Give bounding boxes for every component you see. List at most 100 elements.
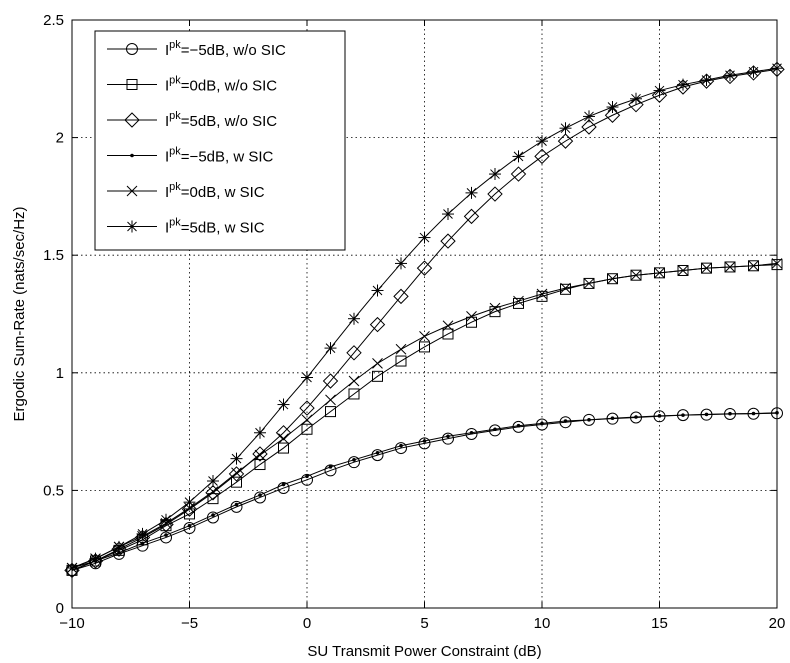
data-point [630,269,642,281]
data-point [442,328,454,340]
legend-entry: Ipk=5dB, w SIC [107,217,265,237]
data-point [536,288,548,300]
data-point [701,262,712,274]
data-point [299,400,315,416]
data-point [348,456,360,469]
data-point [231,467,242,479]
data-point [348,312,360,325]
data-point [700,73,713,86]
data-point [183,496,196,509]
data-point [140,541,145,546]
data-point [748,260,759,272]
data-point [372,370,383,382]
data-point [207,486,219,497]
legend-marker [124,112,140,128]
data-point [348,375,360,387]
data-point [352,458,356,462]
legend-label-sup: pk [169,146,181,158]
data-point [630,92,642,105]
data-point [395,355,407,367]
data-point [211,513,215,517]
data-point [348,388,360,400]
data-point [419,341,430,353]
data-point [371,449,384,462]
data-point [328,465,333,469]
data-point [205,485,221,501]
data-point [375,450,380,455]
data-point [399,443,403,448]
data-point [493,427,497,432]
data-point [487,186,503,202]
data-point [704,412,709,417]
data-point [563,419,568,423]
legend-entry: Ipk=5dB, w/o SIC [107,110,277,130]
data-point [536,290,548,302]
data-point [513,295,524,307]
data-point [510,166,527,182]
data-point [422,439,427,443]
data-point [747,65,760,78]
data-point [301,473,313,486]
data-point [724,261,736,273]
y-tick-label: 1.5 [43,247,64,264]
data-point [516,423,521,428]
data-point [681,413,685,417]
legend-label-base: I [165,220,169,237]
data-point [418,437,431,450]
legend-label: Ipk=0dB, w/o SIC [165,75,277,95]
data-point [277,398,290,411]
legend-label-base: I [165,113,169,130]
data-point [651,87,668,103]
legend-marker [126,185,138,197]
legend-label-sup: pk [169,110,181,122]
legend-label: Ipk=−5dB, w/o SIC [165,39,286,59]
data-point [393,288,409,305]
y-tick-label: 1 [56,365,64,382]
data-point [463,208,480,225]
data-point [442,432,454,445]
data-point [301,414,313,426]
data-point [587,418,591,422]
legend-label-base: I [165,42,169,59]
data-point [557,133,574,149]
axis-ticks: −10 −5 0 5 10 15 20 0 0.5 1 1.5 2 2.5 [43,12,785,632]
data-point [442,320,454,332]
y-tick-label: 0.5 [43,482,64,499]
data-point [540,421,544,426]
data-point [301,371,313,384]
data-point [160,513,172,526]
data-point [559,416,572,429]
legend-label: Ipk=5dB, w SIC [165,217,265,237]
legend-label: Ipk=0dB, w SIC [165,181,265,201]
data-point [254,449,266,461]
legend-label-rest: =5dB, w/o SIC [181,113,277,130]
data-point [136,527,149,540]
data-point [610,416,615,420]
legend-marker [126,79,138,90]
data-point [228,466,245,482]
data-point [653,84,666,97]
data-point [634,415,638,419]
data-point [277,482,290,495]
data-point [536,135,548,148]
data-point [346,345,362,361]
data-point [728,411,732,416]
legend-label-sup: pk [169,181,181,193]
data-point [677,78,689,91]
data-point [305,474,309,479]
data-point [751,411,756,416]
data-point [560,282,571,294]
data-point [513,297,524,309]
data-point [254,459,266,471]
data-point [325,394,336,406]
data-point [322,373,339,389]
legend-box [94,30,346,251]
data-point [187,523,192,528]
data-point [230,452,243,465]
data-point [446,434,450,439]
data-point [489,306,501,318]
data-point [395,257,407,270]
data-point [465,186,478,199]
